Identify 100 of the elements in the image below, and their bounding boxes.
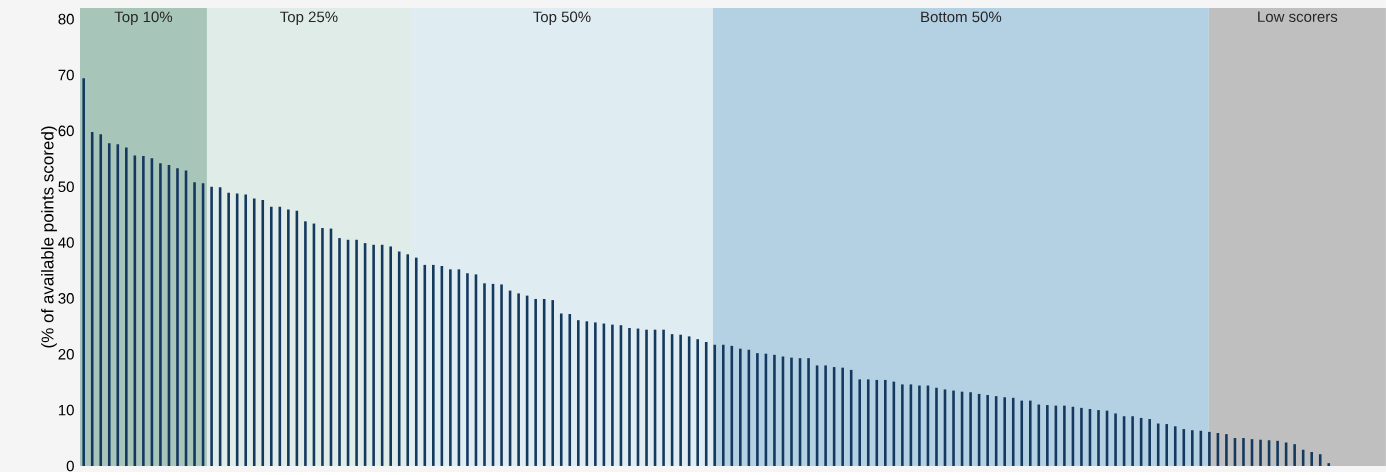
bar [82,78,85,467]
bar [1131,416,1134,467]
bar [304,221,307,467]
bar [414,257,418,467]
annotation: Top 10% [114,11,173,26]
bar [125,147,128,467]
bar [807,358,810,467]
bar [1063,405,1066,467]
bar [1191,430,1194,467]
bar [159,163,162,467]
bar [1310,452,1314,467]
bar [1182,429,1186,467]
bar [969,392,972,467]
bar [568,314,572,467]
bar [210,186,213,467]
bar [1208,432,1211,467]
bar [1165,424,1169,467]
bar [1148,419,1151,467]
bar [704,342,708,467]
bar [1114,413,1117,467]
bar [261,200,265,467]
bar [884,380,887,467]
y-tick-label: 40 [58,237,74,249]
bar [773,355,776,467]
bar [1080,408,1083,467]
bar [901,384,904,467]
bar [551,300,555,467]
annotation: Bottom 50% [921,11,1002,23]
y-tick-label: 10 [58,404,74,416]
bar [269,207,273,467]
bar [739,348,742,467]
bar [90,132,94,467]
bar [1225,434,1228,467]
bar [866,379,870,467]
bar [679,334,682,467]
y-axis-title: (% of available points scored) [41,126,57,348]
bar [193,182,196,467]
bar [645,329,648,467]
bar [696,339,699,467]
bar [1156,423,1160,467]
bar [611,324,614,467]
bar [483,283,486,467]
bar [116,144,120,467]
bar [559,313,563,467]
y-tick-label: 20 [58,349,74,360]
bar [1293,444,1296,467]
bar [952,390,955,467]
bar [841,367,844,467]
bar [577,320,580,467]
y-tick-label: 60 [58,125,74,137]
bar [372,244,375,467]
bar [1046,405,1049,467]
bar [1259,439,1262,467]
bar [756,353,759,467]
bar [1020,400,1024,467]
bar [176,168,179,467]
bar [432,265,435,467]
bar [244,194,248,467]
bar [1173,426,1177,467]
bar [406,254,410,467]
bar [662,329,665,467]
bar [1011,398,1015,467]
bar [1097,410,1100,467]
bar [824,365,827,467]
y-tick-label: 70 [58,69,74,81]
bar [721,344,725,467]
y-tick-label: 50 [58,181,74,193]
bar [594,322,597,467]
bar [338,238,341,467]
bar [500,284,503,467]
bar [423,265,427,467]
y-tick-label: 80 [58,14,74,25]
bar [1028,400,1032,467]
bar [628,328,631,467]
bar [517,293,520,467]
bar [99,134,103,467]
bar [355,239,358,467]
bar [935,387,938,467]
bar [321,228,324,467]
bar [858,379,862,467]
bar [389,246,392,467]
y-tick-label: 0 [66,460,74,472]
bar [227,193,230,467]
bar [107,143,111,467]
bar [986,395,989,467]
bar [252,198,256,467]
y-tick-label: 30 [58,293,74,304]
bar [287,209,290,467]
bar [713,344,717,467]
bar [790,357,793,467]
annotation: Top 50% [533,11,591,26]
bar [1003,397,1006,467]
bar [397,251,401,467]
bar [918,385,921,467]
bar [875,380,879,467]
bar [1242,438,1245,467]
bar [534,299,537,467]
bar [1327,463,1331,467]
annotation: Low scorers [1258,11,1338,23]
bar [449,269,452,467]
